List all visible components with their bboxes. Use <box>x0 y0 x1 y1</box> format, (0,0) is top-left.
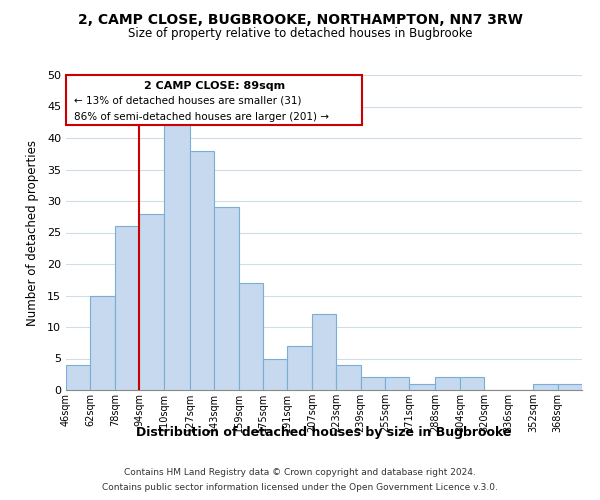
Bar <box>239 283 263 390</box>
Text: 86% of semi-detached houses are larger (201) →: 86% of semi-detached houses are larger (… <box>74 112 329 122</box>
Bar <box>436 378 460 390</box>
Text: 2 CAMP CLOSE: 89sqm: 2 CAMP CLOSE: 89sqm <box>143 82 284 92</box>
Bar <box>460 378 484 390</box>
FancyBboxPatch shape <box>66 75 362 126</box>
Bar <box>91 296 115 390</box>
Bar <box>361 378 385 390</box>
Bar <box>336 365 361 390</box>
Text: 2, CAMP CLOSE, BUGBROOKE, NORTHAMPTON, NN7 3RW: 2, CAMP CLOSE, BUGBROOKE, NORTHAMPTON, N… <box>77 12 523 26</box>
Y-axis label: Number of detached properties: Number of detached properties <box>26 140 38 326</box>
Bar <box>66 365 91 390</box>
Bar <box>557 384 582 390</box>
Bar <box>190 150 214 390</box>
Bar <box>287 346 312 390</box>
Bar <box>312 314 336 390</box>
Text: Contains public sector information licensed under the Open Government Licence v.: Contains public sector information licen… <box>102 483 498 492</box>
Bar <box>533 384 557 390</box>
Bar <box>409 384 436 390</box>
Text: ← 13% of detached houses are smaller (31): ← 13% of detached houses are smaller (31… <box>74 95 301 105</box>
Bar <box>263 358 287 390</box>
Text: Distribution of detached houses by size in Bugbrooke: Distribution of detached houses by size … <box>136 426 512 439</box>
Bar <box>164 126 190 390</box>
Text: Contains HM Land Registry data © Crown copyright and database right 2024.: Contains HM Land Registry data © Crown c… <box>124 468 476 477</box>
Bar <box>115 226 139 390</box>
Bar <box>214 208 239 390</box>
Bar <box>139 214 164 390</box>
Bar <box>385 378 409 390</box>
Text: Size of property relative to detached houses in Bugbrooke: Size of property relative to detached ho… <box>128 28 472 40</box>
